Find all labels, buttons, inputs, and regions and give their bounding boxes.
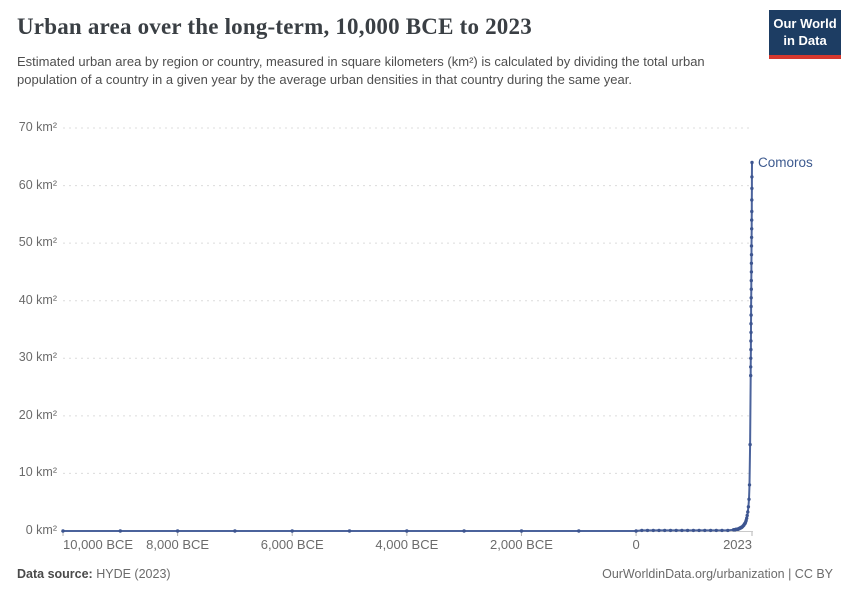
- series-point[interactable]: [634, 529, 638, 533]
- series-point[interactable]: [61, 529, 65, 533]
- series-point[interactable]: [645, 528, 650, 533]
- series-point[interactable]: [663, 528, 667, 533]
- series-point[interactable]: [746, 505, 751, 509]
- series-point[interactable]: [703, 528, 707, 533]
- series-point[interactable]: [745, 513, 749, 518]
- x-tick-label: 2023: [723, 537, 752, 552]
- series-point[interactable]: [749, 330, 753, 335]
- series-point[interactable]: [748, 442, 752, 447]
- x-tick-label: 6,000 BCE: [260, 537, 324, 552]
- page-title: Urban area over the long-term, 10,000 BC…: [17, 14, 532, 39]
- series-point[interactable]: [747, 483, 752, 487]
- series-point[interactable]: [750, 209, 754, 214]
- series-point[interactable]: [749, 347, 753, 352]
- series-entity-label[interactable]: Comoros: [758, 154, 813, 170]
- series-point[interactable]: [657, 528, 661, 533]
- series-point[interactable]: [685, 528, 690, 533]
- series-point[interactable]: [708, 528, 713, 533]
- series-point[interactable]: [745, 516, 749, 520]
- series-point[interactable]: [651, 528, 655, 533]
- series-point[interactable]: [118, 529, 123, 533]
- series-point[interactable]: [668, 528, 673, 533]
- series-point[interactable]: [462, 529, 466, 533]
- y-tick-label: 50 km²: [18, 235, 57, 250]
- data-source-label: Data source:: [17, 567, 93, 581]
- series-point[interactable]: [746, 510, 750, 514]
- series-point[interactable]: [726, 528, 730, 533]
- chart-footer: Data source: HYDE (2023) OurWorldinData.…: [17, 567, 833, 581]
- series-point[interactable]: [749, 373, 753, 378]
- series-point[interactable]: [577, 529, 581, 533]
- owid-license-link[interactable]: OurWorldinData.org/urbanization | CC BY: [602, 567, 833, 581]
- series-point[interactable]: [290, 529, 294, 533]
- series-point[interactable]: [749, 244, 754, 248]
- series-point[interactable]: [175, 529, 180, 533]
- series-point[interactable]: [750, 160, 754, 165]
- series-point[interactable]: [749, 296, 753, 300]
- data-source-value: HYDE (2023): [96, 567, 171, 581]
- y-tick-label: 0 km²: [25, 523, 57, 537]
- series-point[interactable]: [720, 528, 724, 533]
- y-tick-label: 20 km²: [18, 407, 57, 422]
- series-point[interactable]: [749, 304, 753, 309]
- owid-logo-line1: Our World: [773, 16, 837, 31]
- series-point[interactable]: [674, 528, 678, 533]
- y-tick-label: 60 km²: [18, 177, 57, 192]
- series-point[interactable]: [750, 227, 754, 231]
- owid-logo-text: Our World in Data: [769, 10, 841, 55]
- y-tick-label: 70 km²: [18, 120, 57, 134]
- x-tick-label: 10,000 BCE: [63, 537, 134, 552]
- x-tick-label: 2,000 BCE: [490, 537, 553, 552]
- series-point[interactable]: [691, 528, 696, 533]
- series-point[interactable]: [749, 235, 754, 240]
- series-point[interactable]: [750, 186, 754, 191]
- series-point[interactable]: [750, 175, 754, 179]
- series-point[interactable]: [749, 270, 754, 274]
- data-source[interactable]: Data source: HYDE (2023): [17, 567, 171, 581]
- x-tick-label: 4,000 BCE: [375, 537, 439, 552]
- series-point[interactable]: [749, 278, 753, 283]
- series-line[interactable]: [62, 161, 753, 532]
- series-point[interactable]: [750, 198, 754, 202]
- x-tick-label: 0: [632, 537, 640, 552]
- chart-subtitle: Estimated urban area by region or countr…: [17, 54, 705, 88]
- series-point[interactable]: [697, 528, 701, 533]
- series-point[interactable]: [749, 287, 753, 291]
- series-point[interactable]: [747, 497, 751, 501]
- y-tick-label: 10 km²: [18, 465, 57, 480]
- owid-logo-red-bar: [769, 54, 841, 59]
- series-point[interactable]: [749, 356, 753, 360]
- series-point[interactable]: [347, 529, 352, 533]
- series-point[interactable]: [405, 529, 409, 533]
- owid-logo-line2: in Data: [783, 32, 827, 48]
- series-point[interactable]: [749, 261, 754, 265]
- series-point[interactable]: [749, 365, 753, 369]
- series-point[interactable]: [714, 528, 718, 533]
- series-point[interactable]: [749, 339, 753, 343]
- series-point[interactable]: [640, 528, 644, 533]
- series-point[interactable]: [750, 218, 754, 222]
- series-point[interactable]: [749, 322, 753, 326]
- series-point[interactable]: [680, 528, 684, 533]
- series-point[interactable]: [233, 529, 237, 533]
- series-point[interactable]: [519, 529, 524, 533]
- series-point[interactable]: [749, 253, 754, 257]
- x-tick-label: 8,000 BCE: [146, 537, 210, 552]
- y-tick-label: 40 km²: [18, 292, 57, 307]
- owid-logo[interactable]: Our World in Data: [769, 10, 841, 59]
- y-tick-label: 30 km²: [18, 350, 57, 365]
- series-point[interactable]: [749, 313, 753, 317]
